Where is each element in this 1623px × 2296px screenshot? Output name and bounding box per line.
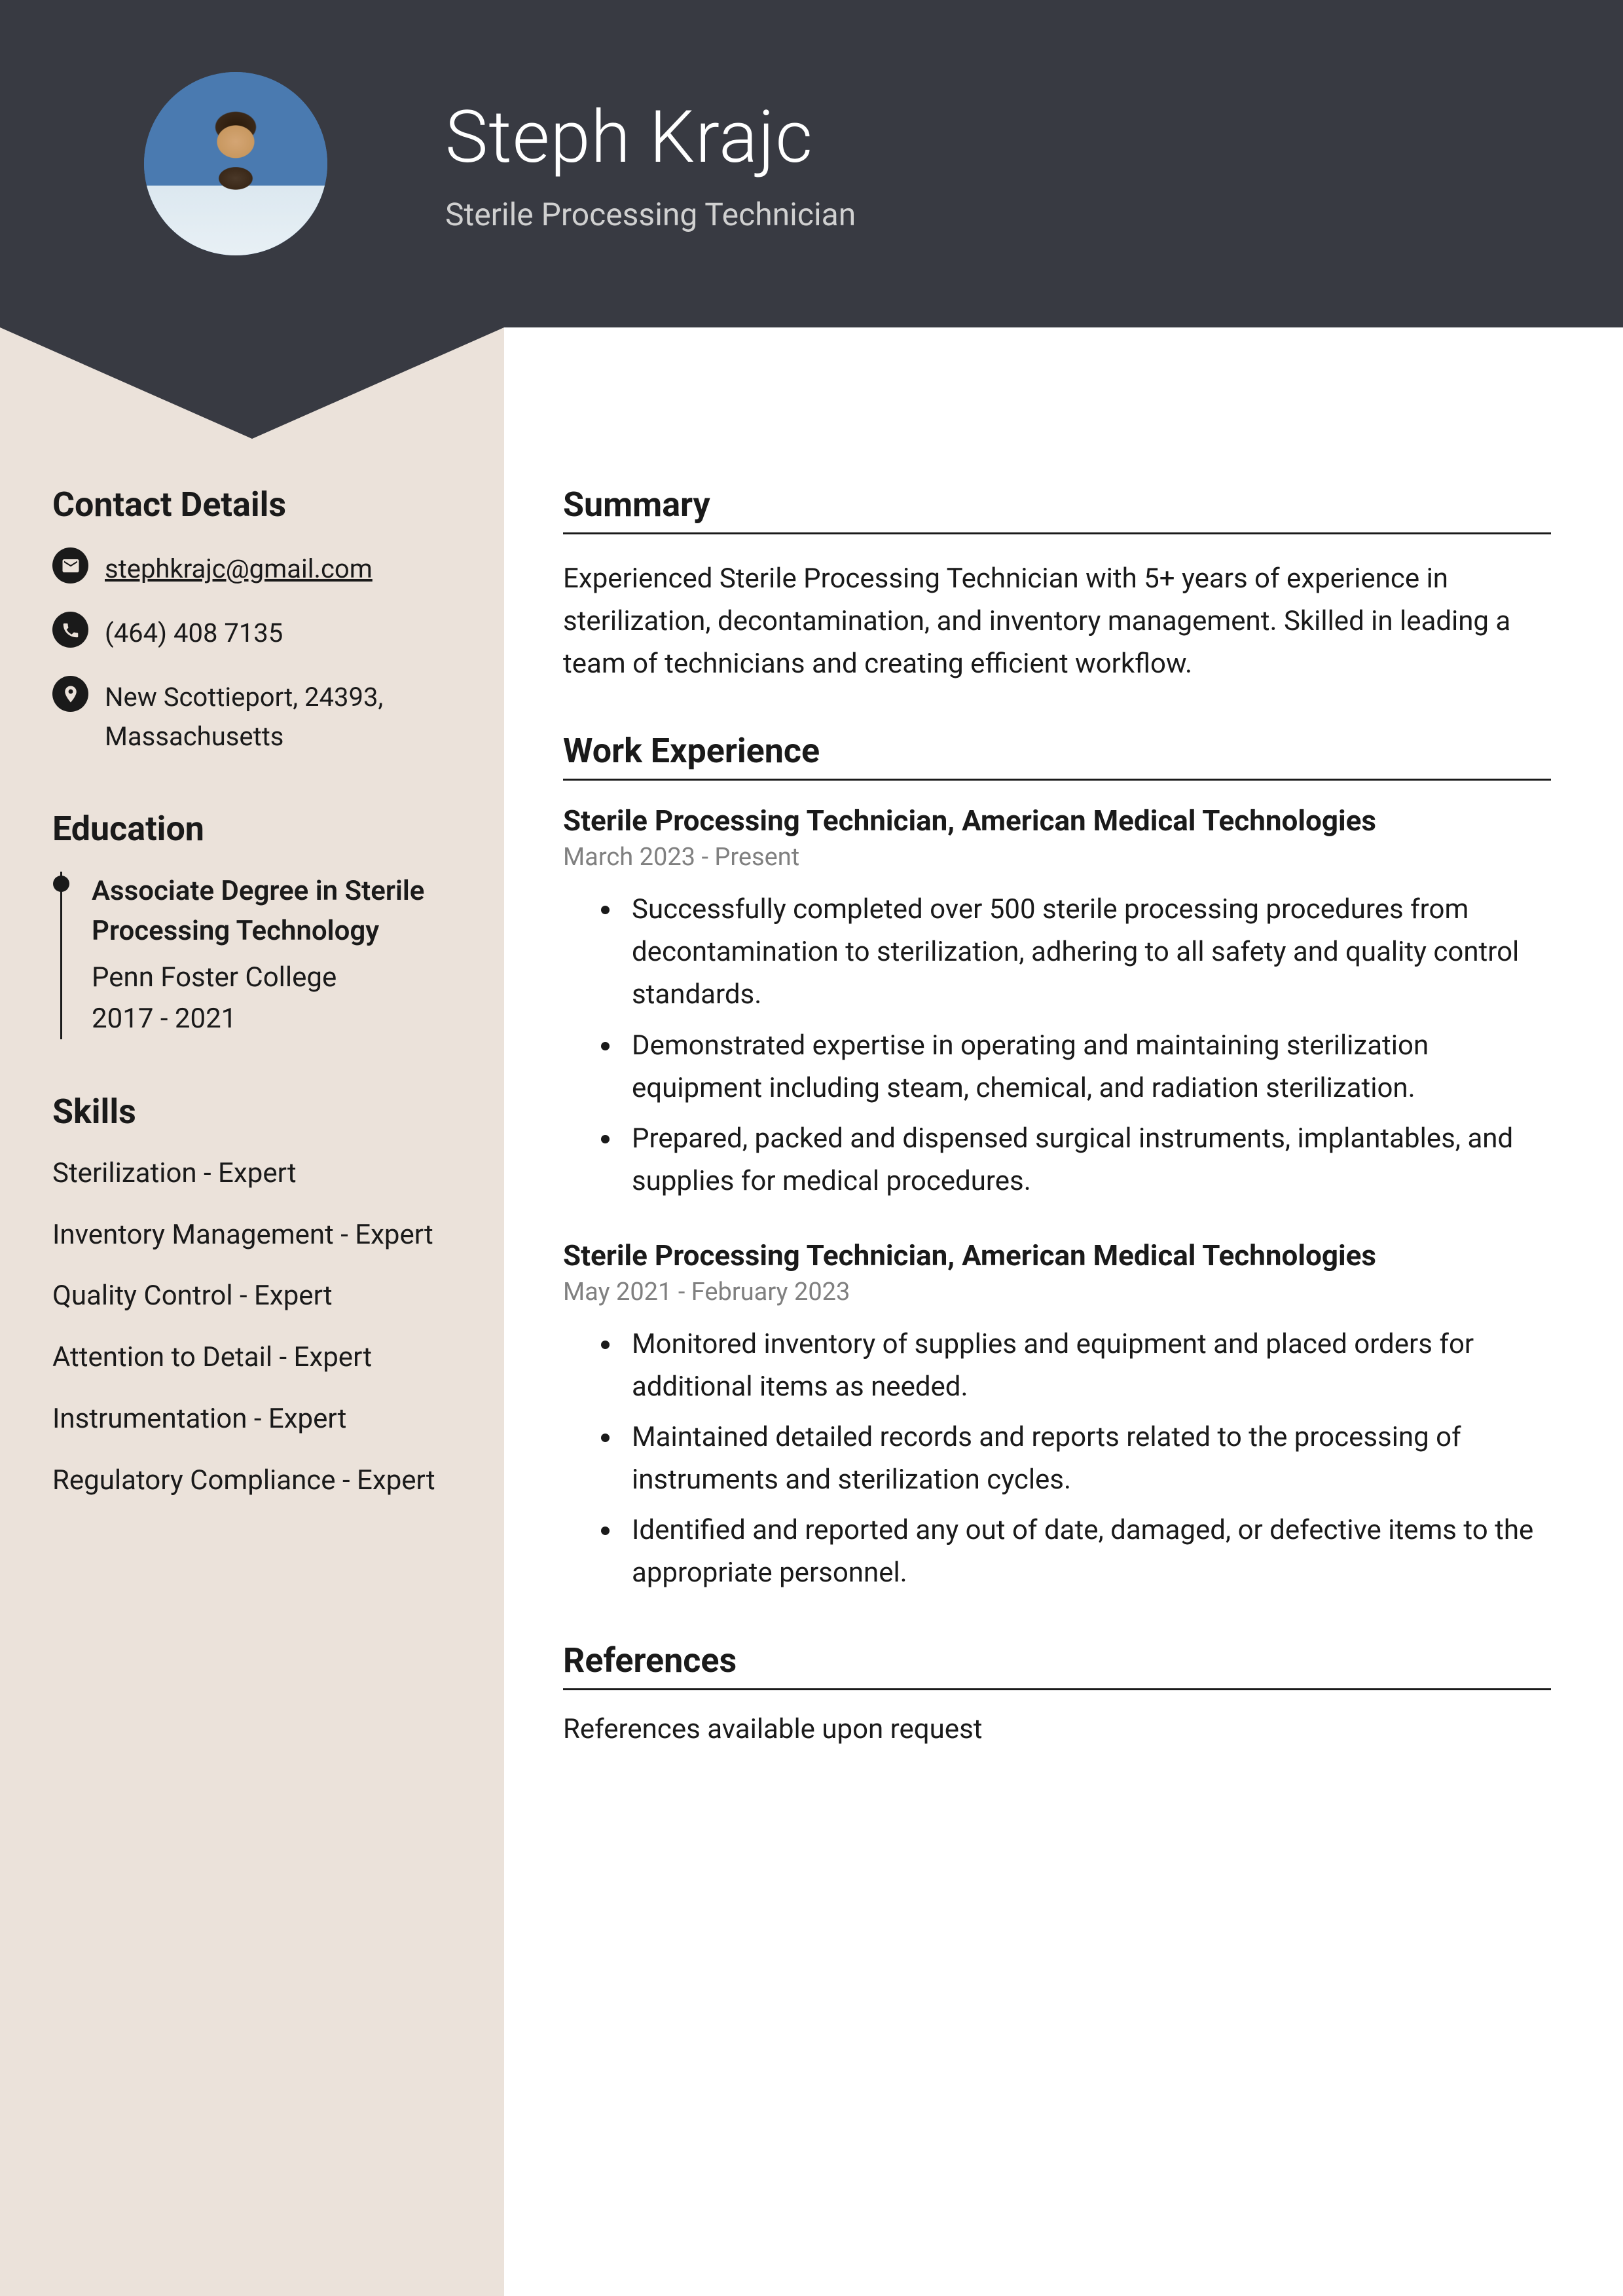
- work-section: Work Experience Sterile Processing Techn…: [563, 731, 1551, 1594]
- job-bullet: Demonstrated expertise in operating and …: [622, 1024, 1551, 1109]
- education-heading: Education: [52, 809, 452, 849]
- job-dates: May 2021 - February 2023: [563, 1278, 1551, 1306]
- location-text: New Scottieport, 24393, Massachusetts: [105, 676, 452, 756]
- timeline-bullet-icon: [53, 876, 69, 892]
- location-icon: [52, 676, 88, 712]
- summary-text: Experienced Sterile Processing Technicia…: [563, 557, 1551, 685]
- avatar-placeholder: [144, 72, 327, 255]
- contact-email: stephkrajc@gmail.com: [52, 547, 452, 589]
- job-title: Sterile Processing Technician, American …: [563, 1238, 1551, 1272]
- email-text[interactable]: stephkrajc@gmail.com: [105, 547, 373, 589]
- mail-icon: [52, 547, 88, 583]
- contact-heading: Contact Details: [52, 485, 452, 525]
- job-title: Sterile Processing Technician, American …: [563, 804, 1551, 838]
- job-entry: Sterile Processing Technician, American …: [563, 804, 1551, 1202]
- job-bullets: Monitored inventory of supplies and equi…: [563, 1323, 1551, 1595]
- references-heading: References: [563, 1640, 1551, 1690]
- education-item: Associate Degree in Sterile Processing T…: [60, 872, 452, 1039]
- skill-item: Instrumentation - Expert: [52, 1400, 452, 1439]
- skill-item: Inventory Management - Expert: [52, 1216, 452, 1255]
- summary-heading: Summary: [563, 485, 1551, 534]
- job-bullet: Successfully completed over 500 sterile …: [622, 888, 1551, 1016]
- summary-section: Summary Experienced Sterile Processing T…: [563, 485, 1551, 685]
- job-bullet: Identified and reported any out of date,…: [622, 1509, 1551, 1594]
- job-bullet: Monitored inventory of supplies and equi…: [622, 1323, 1551, 1408]
- education-list: Associate Degree in Sterile Processing T…: [52, 872, 452, 1039]
- contact-location: New Scottieport, 24393, Massachusetts: [52, 676, 452, 756]
- job-entry: Sterile Processing Technician, American …: [563, 1238, 1551, 1595]
- header-text: Steph Krajc Sterile Processing Technicia…: [445, 95, 856, 233]
- skill-item: Sterilization - Expert: [52, 1155, 452, 1193]
- contact-list: stephkrajc@gmail.com (464) 408 7135 New …: [52, 547, 452, 756]
- contact-phone: (464) 408 7135: [52, 612, 452, 653]
- skill-item: Quality Control - Expert: [52, 1277, 452, 1316]
- skills-list: Sterilization - Expert Inventory Managem…: [52, 1155, 452, 1500]
- job-dates: March 2023 - Present: [563, 843, 1551, 872]
- job-bullet: Maintained detailed records and reports …: [622, 1416, 1551, 1501]
- references-text: References available upon request: [563, 1713, 1551, 1745]
- education-dates: 2017 - 2021: [92, 998, 452, 1039]
- references-section: References References available upon req…: [563, 1640, 1551, 1745]
- job-bullet: Prepared, packed and dispensed surgical …: [622, 1117, 1551, 1202]
- person-title: Sterile Processing Technician: [445, 196, 856, 233]
- chevron-decoration: [0, 327, 504, 439]
- sidebar: Contact Details stephkrajc@gmail.com (46…: [0, 327, 504, 2296]
- main-content: Summary Experienced Sterile Processing T…: [504, 327, 1623, 2296]
- phone-text: (464) 408 7135: [105, 612, 283, 653]
- body: Contact Details stephkrajc@gmail.com (46…: [0, 327, 1623, 2296]
- job-bullets: Successfully completed over 500 sterile …: [563, 888, 1551, 1202]
- skills-heading: Skills: [52, 1092, 452, 1132]
- work-heading: Work Experience: [563, 731, 1551, 781]
- education-degree: Associate Degree in Sterile Processing T…: [92, 872, 452, 952]
- skill-item: Attention to Detail - Expert: [52, 1339, 452, 1377]
- avatar: [144, 72, 327, 255]
- skill-item: Regulatory Compliance - Expert: [52, 1462, 452, 1500]
- phone-icon: [52, 612, 88, 648]
- education-school: Penn Foster College: [92, 957, 452, 998]
- header: Steph Krajc Sterile Processing Technicia…: [0, 0, 1623, 327]
- person-name: Steph Krajc: [445, 95, 856, 179]
